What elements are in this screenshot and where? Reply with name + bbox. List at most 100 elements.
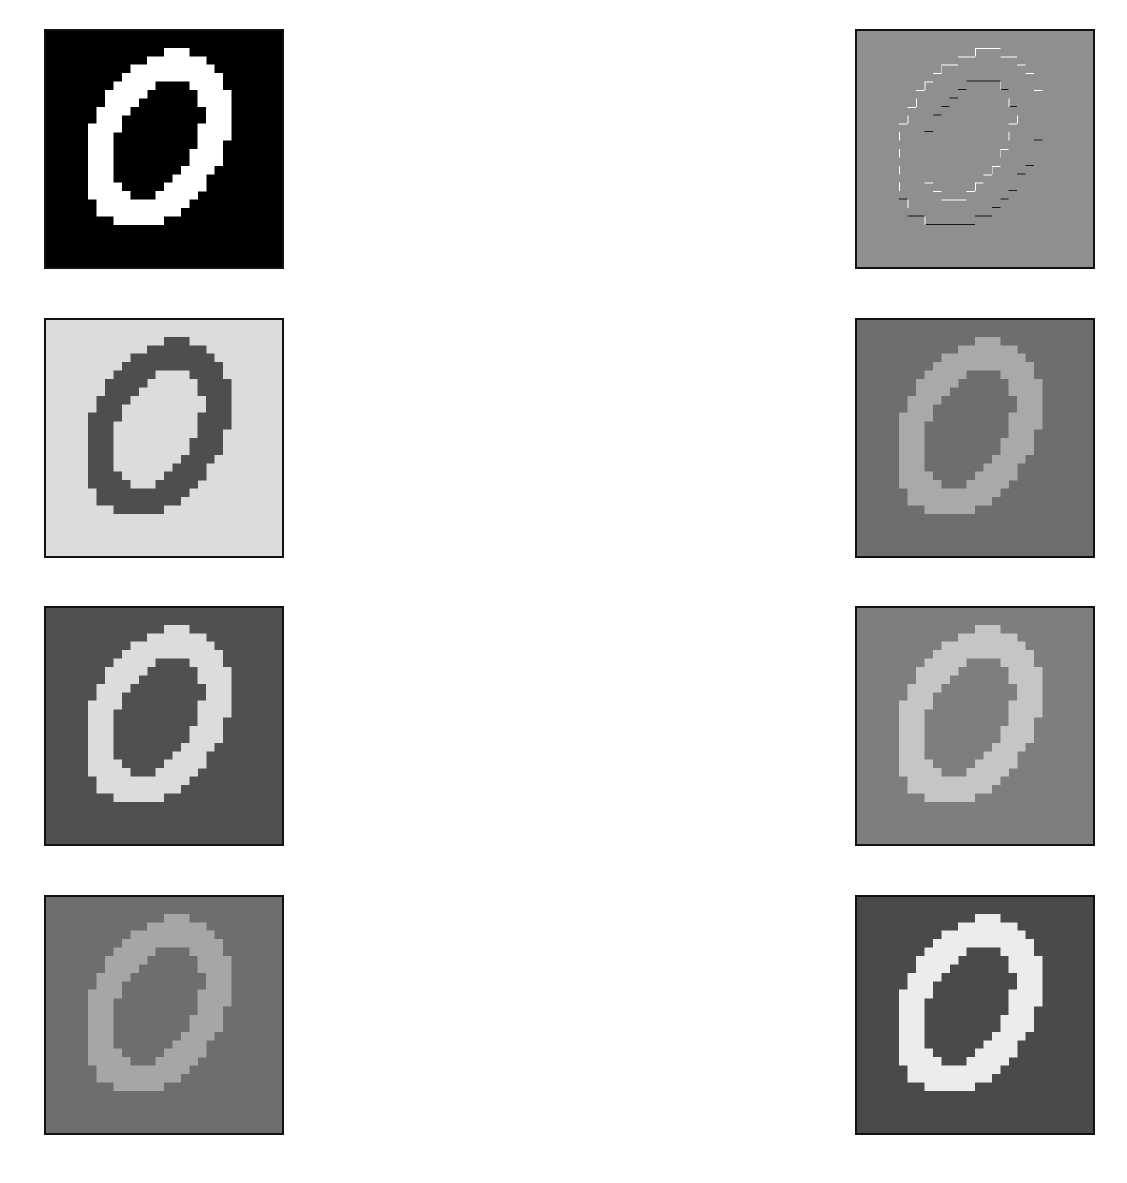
pixel (991, 939, 1001, 948)
pixel (223, 667, 232, 676)
pixel (958, 1074, 967, 1083)
pixel (88, 1040, 97, 1049)
pixel (1034, 692, 1043, 701)
pixel (1017, 734, 1026, 744)
pixel (907, 981, 917, 990)
pixel (924, 1082, 934, 1092)
pixel (206, 709, 215, 718)
pixel (180, 1031, 190, 1041)
pixel (975, 913, 984, 923)
pixel (197, 81, 207, 91)
pixel (949, 776, 959, 786)
pixel (941, 1074, 950, 1083)
pixel (105, 115, 114, 124)
pixel (96, 1015, 106, 1024)
pixel (121, 199, 131, 209)
pixel (88, 717, 97, 727)
pixel (1017, 726, 1026, 735)
pixel (932, 683, 942, 693)
pixel (223, 404, 232, 413)
pixel (206, 1006, 215, 1016)
pixel (932, 1065, 942, 1075)
pixel (1017, 964, 1026, 974)
pixel (105, 734, 114, 744)
feature-map-6 (855, 606, 1095, 846)
pixel (88, 700, 97, 710)
pixel (1008, 1031, 1018, 1041)
pixel (197, 726, 207, 735)
pixel (223, 981, 232, 990)
pixel (1025, 700, 1035, 710)
pixel (113, 667, 123, 676)
pixel (164, 759, 173, 769)
pixel (1017, 742, 1026, 752)
pixel (983, 353, 993, 363)
pixel (96, 421, 106, 430)
pixel (214, 387, 224, 397)
pixel (113, 106, 123, 116)
pixel (180, 768, 190, 777)
pixel (113, 1074, 123, 1083)
pixel (966, 1057, 976, 1066)
pixel (932, 972, 942, 982)
pixel (96, 989, 106, 999)
pixel (96, 1023, 106, 1033)
pixel (189, 742, 198, 752)
edge-mark (1008, 105, 1018, 107)
pixel (164, 353, 173, 363)
pixel (932, 362, 942, 371)
pixel (121, 768, 131, 777)
pixel (164, 47, 173, 57)
pixel (214, 395, 224, 405)
pixel (197, 751, 207, 760)
pixel (189, 370, 198, 380)
pixel (949, 785, 959, 794)
pixel (932, 395, 942, 405)
pixel (975, 939, 984, 948)
pixel (96, 157, 106, 167)
pixel (916, 742, 925, 752)
pixel (1008, 956, 1018, 965)
pixel (983, 1074, 993, 1083)
pixel (966, 768, 976, 777)
pixel (907, 395, 917, 405)
pixel (206, 989, 215, 999)
pixel (949, 650, 959, 659)
pixel (966, 497, 976, 506)
pixel (924, 1074, 934, 1083)
pixel (924, 658, 934, 668)
pixel (96, 692, 106, 701)
pixel (1034, 421, 1043, 430)
pixel (1025, 421, 1035, 430)
pixel (197, 149, 207, 158)
pixel (121, 505, 131, 515)
pixel (105, 488, 114, 498)
pixel (899, 726, 908, 735)
edge-mark (975, 80, 984, 82)
pixel (916, 497, 925, 506)
pixel (147, 199, 156, 209)
pixel (172, 759, 182, 769)
pixel (96, 1048, 106, 1058)
pixel (1008, 751, 1018, 760)
pixel (197, 56, 207, 65)
feature-map-4 (855, 318, 1095, 558)
pixel (138, 90, 148, 99)
pixel (113, 964, 123, 974)
pixel (924, 370, 934, 380)
pixel (96, 395, 106, 405)
pixel (88, 1015, 97, 1024)
edge-mark (1025, 73, 1034, 75)
edge-mark (941, 199, 950, 201)
pixel (96, 404, 106, 413)
pixel (1000, 446, 1009, 456)
pixel (924, 404, 934, 413)
pixel (130, 793, 139, 803)
pixel (916, 412, 925, 422)
pixel (121, 939, 131, 948)
pixel (147, 64, 156, 74)
pixel (88, 463, 97, 472)
pixel (949, 658, 959, 668)
pixel (180, 165, 190, 175)
pixel (206, 717, 215, 727)
